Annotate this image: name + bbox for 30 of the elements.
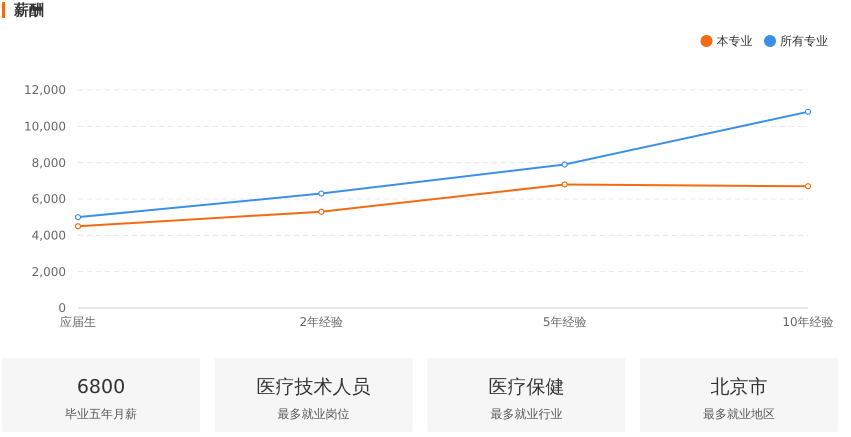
point: [74, 223, 82, 230]
x-tick-label: 5年经验: [542, 315, 586, 329]
point: [562, 181, 568, 188]
text: 最多就业岗位: [278, 407, 350, 421]
text: 毕业五年月薪: [65, 407, 137, 421]
point: [318, 208, 324, 215]
y-tick-label: 10,000: [24, 120, 66, 134]
text: 医疗技术人员: [256, 376, 371, 398]
y-tick-label: 8,000: [32, 156, 66, 170]
text: 6800: [76, 376, 126, 398]
point: [804, 108, 812, 115]
y-tick-label: 0: [58, 301, 66, 316]
text: 最多就业行业: [490, 407, 562, 421]
x-tick-label: 应届生: [60, 315, 96, 329]
chart-title: 薪酬: [13, 1, 44, 19]
y-tick-label: 2,000: [32, 264, 66, 279]
point: [74, 214, 82, 220]
point: [318, 190, 324, 197]
x-tick-label: 2年经验: [300, 315, 344, 329]
y-tick-label: 4,000: [32, 228, 66, 243]
y-tick-label: 12,000: [24, 83, 66, 98]
legend-label: 本专业: [716, 34, 752, 48]
point: [804, 183, 812, 190]
point: [562, 161, 568, 168]
legend-label: 所有专业: [780, 34, 828, 48]
y-tick-label: 6,000: [32, 192, 66, 206]
x-tick-label: 10年经验: [782, 315, 834, 329]
text: 最多就业地区: [703, 407, 775, 421]
text: 北京市: [710, 376, 768, 398]
text: 医疗保健: [488, 376, 564, 398]
